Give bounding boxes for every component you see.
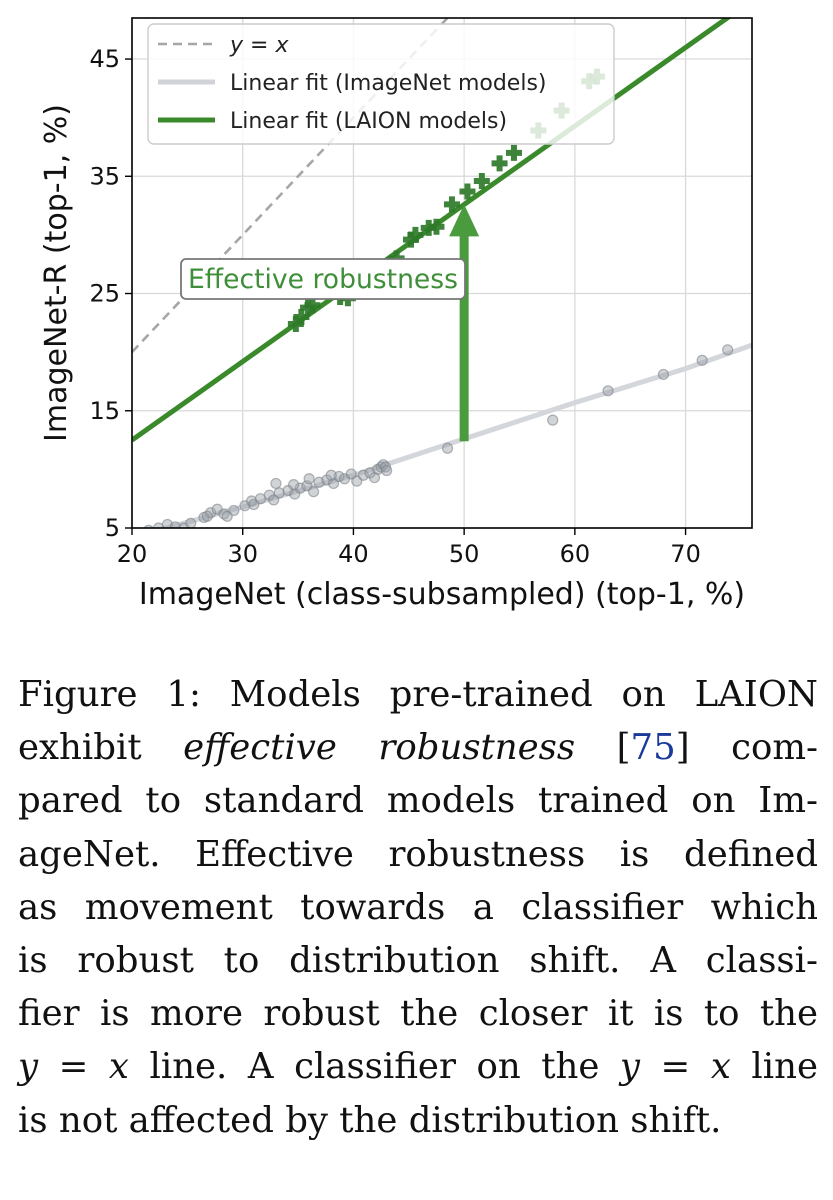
laion-model-point [505,144,522,161]
imagenet-model-point [169,521,181,528]
imagenet-model-point [441,442,454,454]
x-tick-label: 60 [560,540,591,568]
x-tick-label: 50 [449,540,480,568]
imagenet-model-point [696,354,708,366]
laion-model-point [293,308,310,325]
caption-text: fier is more robust the closer it is to … [18,993,818,1035]
y-tick-label: 15 [89,397,120,425]
caption-text: y [619,1046,640,1088]
x-tick-label: 20 [117,540,148,568]
caption-text: exhibit [18,727,184,769]
x-tick-label: 40 [338,540,369,568]
caption-line: pared to standard models trained on Im- [18,774,818,827]
x-tick-label: 30 [227,540,258,568]
caption-text: ] com- [675,727,818,769]
imagenet-model-point [547,414,559,426]
caption-text: pared to standard models trained on Im- [18,780,818,822]
imagenet-model-point [722,344,734,356]
plot-frame [131,17,753,529]
caption-line: ageNet. Effective robustness is defined [18,828,818,881]
caption-text: y [18,1046,39,1088]
x-axis-label: ImageNet (class-subsampled) (top-1, %) [139,577,745,612]
caption-text: [ [575,727,631,769]
laion-model-point [459,183,476,200]
caption-text: = [639,1046,711,1088]
caption-line: fier is more robust the closer it is to … [18,987,818,1040]
legend: y = x Linear fit (ImageNet models) Linear … [147,23,615,145]
imagenet-model-point [303,473,315,485]
legend-label: Linear fit (ImageNet models) [230,71,547,96]
legend-label: y = x [229,33,289,58]
y-tick-label: 35 [89,162,120,190]
citation-link[interactable]: 75 [630,727,676,769]
caption-text: effective robustness [183,727,576,769]
y-tick-label: 5 [105,514,120,542]
imagenet-model-point [657,368,670,381]
annotation-box [180,258,466,300]
caption-text: x [108,1046,129,1088]
imagenet-model-point [248,498,260,511]
caption-line: y = x line. A classifier on the y = x li… [18,1040,818,1093]
caption-text: line. A classifier on the [128,1046,620,1088]
y-tick-label: 45 [89,45,120,73]
caption-text: Figure 1: Models pre-trained on LAION [18,674,818,715]
caption-text: x [710,1046,731,1088]
laion-model-point [473,172,490,189]
annotation-label: Effective robustness [188,264,458,295]
axis-ticks: 20 30 40 50 60 70 5 15 25 35 45 [89,45,700,568]
laion-model-point [428,218,445,235]
y-tick-label: 25 [89,280,120,308]
caption-text: is robust to distribution shift. A class… [18,940,818,982]
figure-caption: Figure 1: Models pre-trained on LAION exh… [18,668,818,1147]
caption-text: as movement towards a classifier which [18,886,818,928]
legend-box [147,23,615,145]
imagenet-model-point [381,464,393,477]
caption-line: is not affected by the distribution shif… [18,1094,818,1147]
laion-model-point [407,226,424,243]
imagenet-model-point [143,524,154,528]
imagenet-model-point [270,477,282,490]
laion-model-point [304,297,321,314]
laion-fit-line [132,18,732,443]
caption-line: as movement towards a classifier which [18,881,818,934]
caption-text: line [730,1046,818,1088]
laion-model-point [491,155,508,172]
arrow-head [449,204,480,237]
caption-line: is robust to distribution shift. A class… [18,934,818,987]
imagenet-model-point [185,517,197,528]
imagenet-model-point [294,482,306,494]
laion-model-point [443,196,460,213]
imagenet-model-point [201,510,213,522]
x-tick-label: 70 [670,540,701,568]
caption-line: Figure 1: Models pre-trained on LAION [18,668,818,721]
scatter-chart: y = x Linear fit (ImageNet models) Linear … [39,17,753,612]
imagenet-model-point [152,522,165,528]
caption-line: exhibit effective robustness [75] com- [18,721,818,774]
legend-label: Linear fit (LAION models) [230,109,507,134]
caption-text: ageNet. Effective robustness is defined [18,833,818,875]
imagenet-model-point [288,479,300,491]
imagenet-model-point [228,504,240,517]
y-axis-label: ImageNet-R (top-1, %) [39,104,74,442]
caption-text: = [38,1046,109,1088]
imagenet-model-point [325,469,337,481]
chart-figure: y = x Linear fit (ImageNet models) Linear … [39,17,753,612]
imagenet-model-point [307,486,320,498]
imagenet-model-point [602,385,614,397]
annotation: Effective robustness [180,204,480,442]
caption-text: is not affected by the distribution shif… [18,1099,722,1141]
imagenet-model-point [357,469,369,481]
